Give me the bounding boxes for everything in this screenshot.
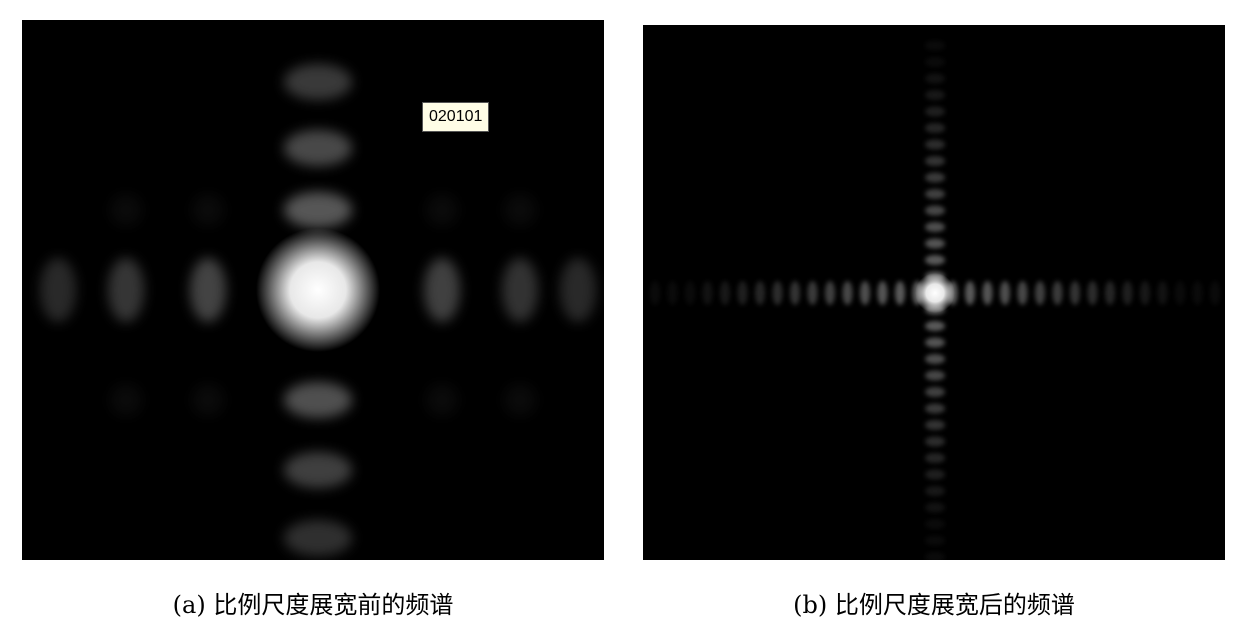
horizontal-lobe (1175, 281, 1185, 305)
corner-lobe (192, 384, 224, 416)
vertical-lobe (925, 90, 945, 100)
horizontal-lobe (772, 281, 783, 305)
vertical-lobe (925, 453, 945, 463)
vertical-lobe (925, 552, 945, 560)
vertical-lobe (925, 370, 945, 381)
vertical-lobe (284, 452, 352, 488)
vertical-lobe (925, 337, 945, 348)
vertical-lobe (925, 238, 945, 249)
horizontal-lobe (190, 258, 226, 322)
horizontal-lobe (860, 281, 870, 305)
horizontal-lobe (895, 281, 905, 305)
horizontal-lobe (502, 258, 538, 322)
vertical-lobe (925, 172, 945, 183)
horizontal-lobe (1140, 281, 1150, 305)
vertical-lobe (925, 436, 945, 447)
corner-lobe (426, 384, 458, 416)
horizontal-lobe (1035, 281, 1045, 305)
vertical-lobe (925, 139, 945, 150)
vertical-lobe (925, 255, 945, 265)
spectrum-before-image: 020101 (22, 20, 604, 560)
vertical-lobe (284, 130, 352, 166)
horizontal-lobe (982, 281, 993, 305)
vertical-lobe (925, 123, 945, 133)
horizontal-lobe (424, 258, 460, 322)
central-peak (915, 273, 955, 313)
horizontal-lobe (825, 281, 835, 305)
horizontal-lobe (560, 258, 596, 322)
spectrum-b-canvas (650, 40, 1220, 560)
horizontal-lobe (40, 258, 76, 322)
corner-lobe (110, 194, 142, 226)
horizontal-lobe (702, 281, 713, 305)
horizontal-lobe (965, 281, 975, 305)
vertical-lobe (925, 535, 945, 546)
horizontal-lobe (650, 281, 660, 305)
horizontal-lobe (1017, 281, 1028, 305)
vertical-lobe (925, 106, 945, 117)
vertical-lobe (925, 420, 945, 430)
central-peak (256, 228, 380, 352)
vertical-lobe (925, 189, 945, 199)
horizontal-lobe (807, 281, 818, 305)
corner-lobe (426, 194, 458, 226)
horizontal-lobe (1192, 281, 1203, 305)
horizontal-lobe (108, 258, 144, 322)
pixel-tooltip: 020101 (422, 102, 490, 132)
horizontal-lobe (720, 281, 730, 305)
vertical-lobe (925, 502, 945, 513)
spectrum-a-canvas (40, 64, 596, 556)
horizontal-lobe (1157, 281, 1168, 305)
horizontal-lobe (790, 281, 800, 305)
corner-lobe (110, 384, 142, 416)
horizontal-lobe (877, 281, 888, 305)
vertical-lobe (925, 387, 945, 397)
horizontal-lobe (1070, 281, 1080, 305)
corner-lobe (504, 384, 536, 416)
vertical-lobe (925, 222, 945, 232)
horizontal-lobe (1052, 281, 1063, 305)
vertical-lobe (925, 321, 945, 331)
vertical-lobe (925, 486, 945, 496)
spectrum-after-image (643, 25, 1225, 560)
horizontal-lobe (1122, 281, 1133, 305)
vertical-lobe (925, 519, 945, 529)
horizontal-lobe (1105, 281, 1115, 305)
vertical-lobe (925, 40, 945, 51)
horizontal-lobe (737, 281, 748, 305)
horizontal-lobe (1087, 281, 1098, 305)
vertical-lobe (284, 520, 352, 556)
horizontal-lobe (685, 281, 695, 305)
vertical-lobe (925, 469, 945, 480)
horizontal-lobe (755, 281, 765, 305)
vertical-lobe (284, 382, 352, 418)
horizontal-lobe (1000, 281, 1010, 305)
vertical-lobe (925, 403, 945, 414)
vertical-lobe (925, 354, 945, 364)
vertical-lobe (925, 57, 945, 67)
corner-lobe (192, 194, 224, 226)
horizontal-lobe (842, 281, 853, 305)
horizontal-lobe (667, 281, 678, 305)
vertical-lobe (284, 64, 352, 100)
vertical-lobe (925, 205, 945, 216)
corner-lobe (504, 194, 536, 226)
caption-a: (a) 比例尺度展宽前的频谱 (172, 591, 454, 619)
vertical-lobe (284, 192, 352, 228)
vertical-lobe (925, 156, 945, 166)
vertical-lobe (925, 73, 945, 84)
horizontal-lobe (1210, 281, 1220, 305)
caption-b: (b) 比例尺度展宽后的频谱 (793, 591, 1075, 619)
